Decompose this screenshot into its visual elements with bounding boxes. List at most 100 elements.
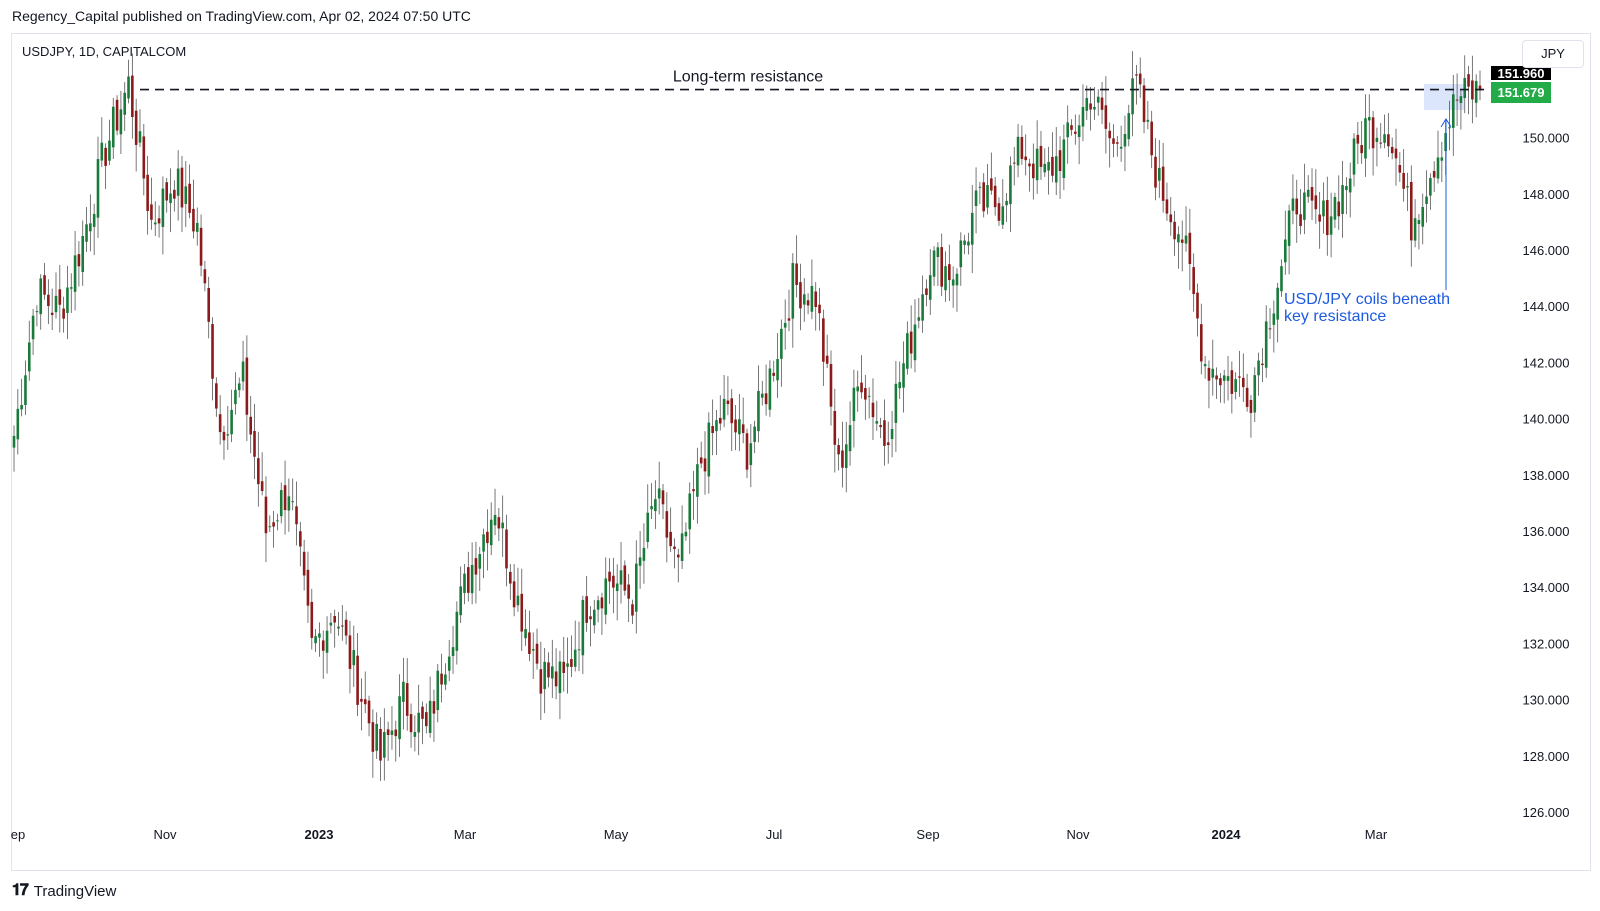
candle-body-up: [757, 390, 760, 432]
candle-body-down: [692, 489, 695, 492]
candle: [531, 632, 535, 679]
candle: [20, 378, 23, 417]
candle-body-up: [352, 650, 356, 666]
candle: [425, 703, 428, 734]
candle: [352, 625, 356, 687]
candle: [1306, 175, 1310, 203]
candle-body-up: [24, 375, 27, 406]
candle-body-up: [963, 240, 966, 245]
candle: [150, 177, 153, 230]
candle-body-down: [249, 416, 252, 435]
candle-body-up: [138, 131, 142, 143]
candle: [1432, 161, 1436, 193]
candle-body-up: [1226, 376, 1230, 381]
candle-body-up: [1425, 196, 1428, 204]
candle: [604, 557, 608, 625]
candle: [1146, 100, 1150, 130]
candle-body-up: [921, 294, 924, 321]
candle: [1440, 141, 1444, 183]
candle-body-up: [596, 600, 600, 610]
candle: [405, 658, 409, 731]
candle: [1387, 113, 1390, 158]
candle: [627, 574, 630, 622]
candle-body-up: [417, 712, 420, 733]
candle-body-up: [153, 222, 157, 225]
candle: [783, 299, 787, 350]
candle-body-down: [1318, 214, 1321, 222]
candle: [1016, 123, 1020, 178]
candle: [115, 95, 119, 136]
candle-body-down: [1169, 214, 1173, 223]
candle: [295, 481, 298, 546]
candle-body-up: [31, 315, 35, 340]
candle-body-down: [306, 569, 310, 606]
candle: [333, 609, 336, 648]
candle-body-down: [180, 167, 184, 208]
tradingview-logo[interactable]: 𝟏𝟕 TradingView: [12, 882, 116, 900]
candle: [848, 401, 852, 466]
candle-body-up: [684, 531, 688, 537]
candle-body-down: [509, 571, 512, 584]
candle: [1280, 259, 1283, 297]
candle-body-up: [1341, 185, 1344, 214]
candle-body-down: [333, 616, 336, 623]
candle: [344, 611, 348, 645]
candle: [321, 630, 325, 679]
candle-body-down: [814, 291, 818, 307]
candle-body-down: [1116, 142, 1119, 144]
candle: [62, 296, 65, 333]
chart-frame: [11, 33, 1591, 871]
annotation-arrowhead: [1440, 118, 1452, 128]
candle-body-down: [570, 659, 573, 667]
candle-body-up: [169, 193, 172, 204]
candle: [768, 360, 772, 417]
candle-body-down: [310, 601, 314, 638]
candle-body-down: [1135, 74, 1138, 76]
candle: [24, 360, 27, 415]
candle: [161, 176, 165, 255]
candle: [734, 405, 737, 451]
candle: [1379, 123, 1383, 149]
candle-body-down: [1192, 267, 1195, 295]
candle: [944, 251, 947, 302]
candle: [1123, 115, 1127, 172]
candle: [195, 207, 199, 246]
candle: [608, 558, 611, 604]
candle-body-down: [864, 388, 867, 400]
candle-body-up: [707, 422, 711, 477]
candle-body-up: [1035, 148, 1039, 181]
candle-body-up: [642, 547, 646, 561]
candle-body-up: [1077, 125, 1081, 138]
currency-button[interactable]: JPY: [1522, 40, 1584, 68]
candle: [1158, 140, 1161, 198]
candle: [1348, 162, 1352, 218]
candle-body-up: [848, 425, 852, 452]
candle: [169, 168, 172, 233]
time-axis[interactable]: ep Nov 2023 Mar May Jul Sep Nov 2024 Mar: [11, 827, 1388, 842]
candle-body-up: [92, 214, 96, 227]
price-axis[interactable]: 126.000 128.000 130.000 132.000 134.000 136.0…: [1523, 131, 1570, 820]
candle-body-down: [787, 318, 791, 321]
candle-body-down: [150, 204, 153, 220]
candle: [749, 423, 753, 488]
candle: [363, 671, 367, 714]
candle: [642, 523, 646, 584]
candle: [967, 232, 970, 255]
candle-body-up: [531, 649, 535, 651]
candle: [1352, 133, 1356, 187]
candle: [1035, 120, 1039, 194]
candle: [69, 273, 73, 313]
candle-body-down: [600, 597, 604, 609]
candle-body-up: [810, 286, 814, 312]
candle: [272, 510, 275, 548]
candle-body-up: [287, 496, 291, 511]
candle: [867, 387, 871, 419]
candle: [211, 317, 214, 401]
candle: [726, 376, 730, 416]
candle-body-down: [1242, 377, 1245, 388]
candle-body-down: [1215, 375, 1218, 380]
candle-body-up: [573, 649, 577, 667]
candle-body-down: [47, 294, 50, 306]
candle: [844, 421, 848, 493]
